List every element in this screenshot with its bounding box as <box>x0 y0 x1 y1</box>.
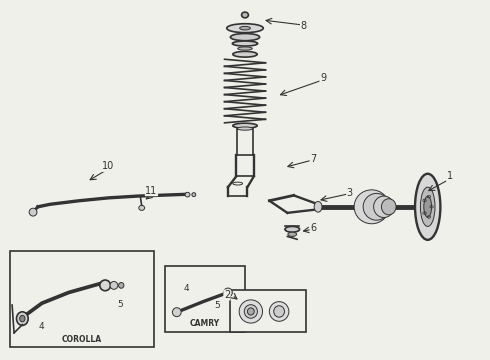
Ellipse shape <box>415 174 441 240</box>
Text: CAMRY: CAMRY <box>190 319 220 328</box>
Ellipse shape <box>420 187 435 226</box>
Ellipse shape <box>363 193 390 220</box>
Ellipse shape <box>247 308 254 315</box>
Ellipse shape <box>119 283 124 288</box>
Text: 7: 7 <box>310 154 317 163</box>
Ellipse shape <box>274 306 285 317</box>
Text: 6: 6 <box>310 223 316 233</box>
Text: 5: 5 <box>117 300 122 309</box>
Text: 9: 9 <box>320 73 326 83</box>
Ellipse shape <box>232 41 258 46</box>
Ellipse shape <box>223 288 232 297</box>
Ellipse shape <box>270 302 289 321</box>
Ellipse shape <box>288 232 296 237</box>
Ellipse shape <box>100 280 111 291</box>
Ellipse shape <box>237 127 253 130</box>
Ellipse shape <box>192 193 196 197</box>
Ellipse shape <box>354 190 389 224</box>
Text: 4: 4 <box>39 322 45 331</box>
Ellipse shape <box>185 192 190 197</box>
Ellipse shape <box>314 202 322 212</box>
Text: 11: 11 <box>146 186 158 196</box>
Text: 2: 2 <box>224 290 230 300</box>
Ellipse shape <box>233 123 257 128</box>
Text: 10: 10 <box>101 161 114 171</box>
Ellipse shape <box>424 197 432 217</box>
Ellipse shape <box>233 51 257 57</box>
Ellipse shape <box>238 47 252 50</box>
Ellipse shape <box>29 208 37 216</box>
Ellipse shape <box>285 226 299 232</box>
Ellipse shape <box>139 205 145 210</box>
Ellipse shape <box>240 26 250 30</box>
Text: 3: 3 <box>347 188 353 198</box>
Ellipse shape <box>17 312 28 325</box>
Ellipse shape <box>242 12 248 18</box>
Text: 5: 5 <box>214 301 220 310</box>
Ellipse shape <box>381 199 396 215</box>
Bar <box>165 266 245 332</box>
Text: COROLLA: COROLLA <box>62 335 102 344</box>
Text: 1: 1 <box>446 171 453 181</box>
Text: 4: 4 <box>184 284 189 293</box>
Ellipse shape <box>239 300 263 323</box>
Bar <box>230 290 306 332</box>
Ellipse shape <box>227 24 263 33</box>
Ellipse shape <box>20 315 25 322</box>
Ellipse shape <box>172 308 181 317</box>
Bar <box>10 251 154 347</box>
Ellipse shape <box>230 33 260 41</box>
Text: 8: 8 <box>300 21 307 31</box>
Ellipse shape <box>245 305 257 318</box>
Ellipse shape <box>110 282 118 289</box>
Ellipse shape <box>374 196 394 217</box>
